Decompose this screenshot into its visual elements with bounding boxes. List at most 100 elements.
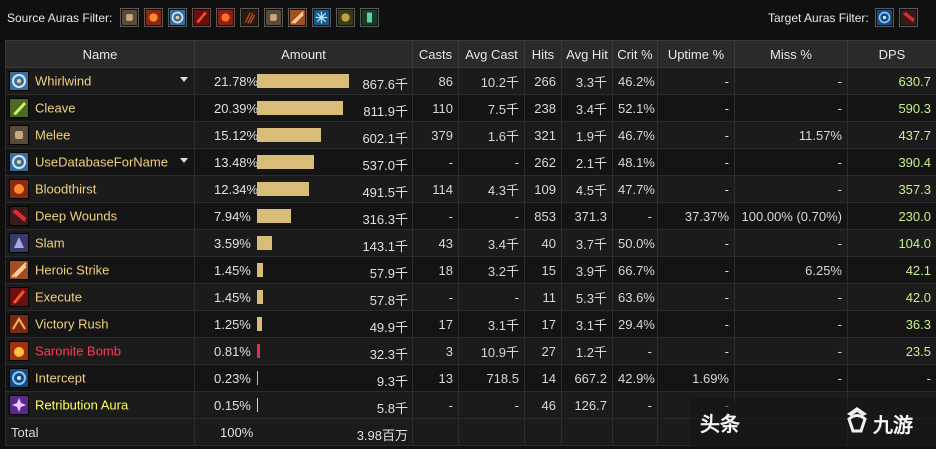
table-row[interactable]: Melee 15.12% 602.1千 379 1.6千 321 1.9千 46.7% -11.… xyxy=(5,121,936,149)
source-filter-frost-icon[interactable] xyxy=(312,8,331,27)
table-row[interactable]: Execute 1.45% 57.8千 - -11 5.3千 63.6% - -42.0 xyxy=(5,283,936,311)
column-header-amount[interactable]: Amount xyxy=(194,40,413,68)
source-filter-fist-icon[interactable] xyxy=(120,8,139,27)
table-row[interactable]: Whirlwind 21.78% 867.6千 86 10.2千 266 3.3千 46.2%… xyxy=(5,67,936,95)
hits-cell: 14 xyxy=(524,364,562,392)
avg-hit-cell: 3.4千 xyxy=(561,94,613,122)
avg-hit-cell: 3.1千 xyxy=(561,310,613,338)
amount-percent: 1.25% xyxy=(214,317,251,332)
watermark-text-toutiao: 头条 xyxy=(700,414,740,436)
ability-name: Whirlwind xyxy=(35,73,92,89)
column-header-hits[interactable]: Hits xyxy=(524,40,562,68)
crit-cell: - xyxy=(612,337,658,365)
dps-cell: 590.3 xyxy=(847,94,936,122)
miss-cell: - xyxy=(734,175,848,203)
source-filter-heroic-strike-icon[interactable] xyxy=(288,8,307,27)
ability-name-cell[interactable]: Heroic Strike xyxy=(5,256,195,284)
ability-name: Slam xyxy=(35,235,65,251)
source-filter-berserker-icon[interactable] xyxy=(216,8,235,27)
uptime-cell: 1.69% xyxy=(657,364,735,392)
table-row[interactable]: Victory Rush 1.25% 49.9千 17 3.1千 17 3.1千 29.4% -… xyxy=(5,310,936,338)
ability-name: Bloodthirst xyxy=(35,181,97,197)
ability-name-cell[interactable]: UseDatabaseForName xyxy=(5,148,195,176)
ability-name-cell[interactable]: Whirlwind xyxy=(5,67,195,95)
column-header-avg-cast[interactable]: Avg Cast xyxy=(458,40,525,68)
watermark-logo-icon xyxy=(847,407,867,433)
amount-bar xyxy=(257,263,263,277)
dps-cell: 230.0 xyxy=(847,202,936,230)
amount-percent: 3.59% xyxy=(214,236,251,251)
source-filter-claw-icon[interactable] xyxy=(240,8,259,27)
source-filter-trinket-icon[interactable] xyxy=(336,8,355,27)
ability-name-cell[interactable]: Execute xyxy=(5,283,195,311)
ability-name: Heroic Strike xyxy=(35,262,110,278)
column-header-uptime[interactable]: Uptime % xyxy=(657,40,735,68)
uptime-cell: - xyxy=(657,94,735,122)
dps-cell: 36.3 xyxy=(847,310,936,338)
column-header-avg-hit[interactable]: Avg Hit xyxy=(561,40,613,68)
ability-name-cell[interactable]: Victory Rush xyxy=(5,310,195,338)
column-header-dps[interactable]: DPS xyxy=(847,40,936,68)
table-row[interactable]: Slam 3.59% 143.1千 43 3.4千 40 3.7千 50.0% - -104.0 xyxy=(5,229,936,257)
uptime-cell: - xyxy=(657,148,735,176)
uptime-cell: 37.37% xyxy=(657,202,735,230)
casts-cell: 13 xyxy=(412,364,459,392)
ability-name-cell[interactable]: Saronite Bomb xyxy=(5,337,195,365)
crit-cell: 47.7% xyxy=(612,175,658,203)
hits-cell: 15 xyxy=(524,256,562,284)
bloodthirst-icon xyxy=(9,179,29,199)
avg-cast-cell: - xyxy=(458,148,525,176)
casts-cell: 3 xyxy=(412,337,459,365)
column-header-casts[interactable]: Casts xyxy=(412,40,459,68)
table-row[interactable]: Heroic Strike 1.45% 57.9千 18 3.2千 15 3.9千 66.7%… xyxy=(5,256,936,284)
ability-name-cell[interactable]: Bloodthirst xyxy=(5,175,195,203)
amount-percent: 21.78% xyxy=(214,74,259,89)
target-filter-intercept-icon[interactable] xyxy=(875,8,894,27)
table-row[interactable]: Saronite Bomb 0.81% 32.3千 3 10.9千 27 1.2千 - - -23… xyxy=(5,337,936,365)
column-header-name[interactable]: Name xyxy=(5,40,195,68)
avg-hit-cell: 5.3千 xyxy=(561,283,613,311)
amount-percent: 13.48% xyxy=(214,155,259,170)
ability-name-cell[interactable]: Slam xyxy=(5,229,195,257)
avg-cast-cell: 10.2千 xyxy=(458,67,525,95)
casts-cell: - xyxy=(412,202,459,230)
amount-percent: 0.81% xyxy=(214,344,251,359)
crit-cell: - xyxy=(612,202,658,230)
total-amount: 3.98百万 xyxy=(356,428,408,443)
source-filter-whirlwind-icon[interactable] xyxy=(168,8,187,27)
avg-hit-cell: 2.1千 xyxy=(561,148,613,176)
casts-cell: 110 xyxy=(412,94,459,122)
amount-value: 49.9千 xyxy=(369,320,408,335)
ability-name-cell[interactable]: Deep Wounds xyxy=(5,202,195,230)
source-filter-fist-icon[interactable] xyxy=(264,8,283,27)
amount-cell: 0.15% 5.8千 xyxy=(194,391,413,419)
column-header-crit[interactable]: Crit % xyxy=(612,40,658,68)
dps-cell: 42.0 xyxy=(847,283,936,311)
source-filter-bloodthirst-icon[interactable] xyxy=(144,8,163,27)
expand-dropdown-icon[interactable] xyxy=(180,158,188,163)
ability-name-cell[interactable]: Cleave xyxy=(5,94,195,122)
hits-cell: 11 xyxy=(524,283,562,311)
table-row[interactable]: Cleave 20.39% 811.9千 110 7.5千 238 3.4千 52.1% - -5… xyxy=(5,94,936,122)
hits-cell: 40 xyxy=(524,229,562,257)
expand-dropdown-icon[interactable] xyxy=(180,77,188,82)
table-row[interactable]: UseDatabaseForName 13.48% 537.0千 - -262 2.1千 4… xyxy=(5,148,936,176)
ability-name-cell[interactable]: Retribution Aura xyxy=(5,391,195,419)
dps-cell: 357.3 xyxy=(847,175,936,203)
table-row[interactable]: Deep Wounds 7.94% 316.3千 - -853 371.3-37.37% 1… xyxy=(5,202,936,230)
target-filter-deep-wounds-icon[interactable] xyxy=(899,8,918,27)
miss-cell: 6.25% xyxy=(734,256,848,284)
amount-cell: 20.39% 811.9千 xyxy=(194,94,413,122)
crit-cell: 63.6% xyxy=(612,283,658,311)
column-header-miss[interactable]: Miss % xyxy=(734,40,848,68)
source-filter-totem-icon[interactable] xyxy=(360,8,379,27)
deep-wounds-icon xyxy=(9,206,29,226)
avg-hit-cell: 667.2 xyxy=(561,364,613,392)
hits-cell: 266 xyxy=(524,67,562,95)
uptime-cell: - xyxy=(657,175,735,203)
ability-name-cell[interactable]: Intercept xyxy=(5,364,195,392)
ability-name-cell[interactable]: Melee xyxy=(5,121,195,149)
source-filter-execute-icon[interactable] xyxy=(192,8,211,27)
table-row[interactable]: Bloodthirst 12.34% 491.5千 114 4.3千 109 4.5千 47.… xyxy=(5,175,936,203)
table-row[interactable]: Intercept 0.23% 9.3千 13 718.5 14 667.2 42.9% 1.6… xyxy=(5,364,936,392)
